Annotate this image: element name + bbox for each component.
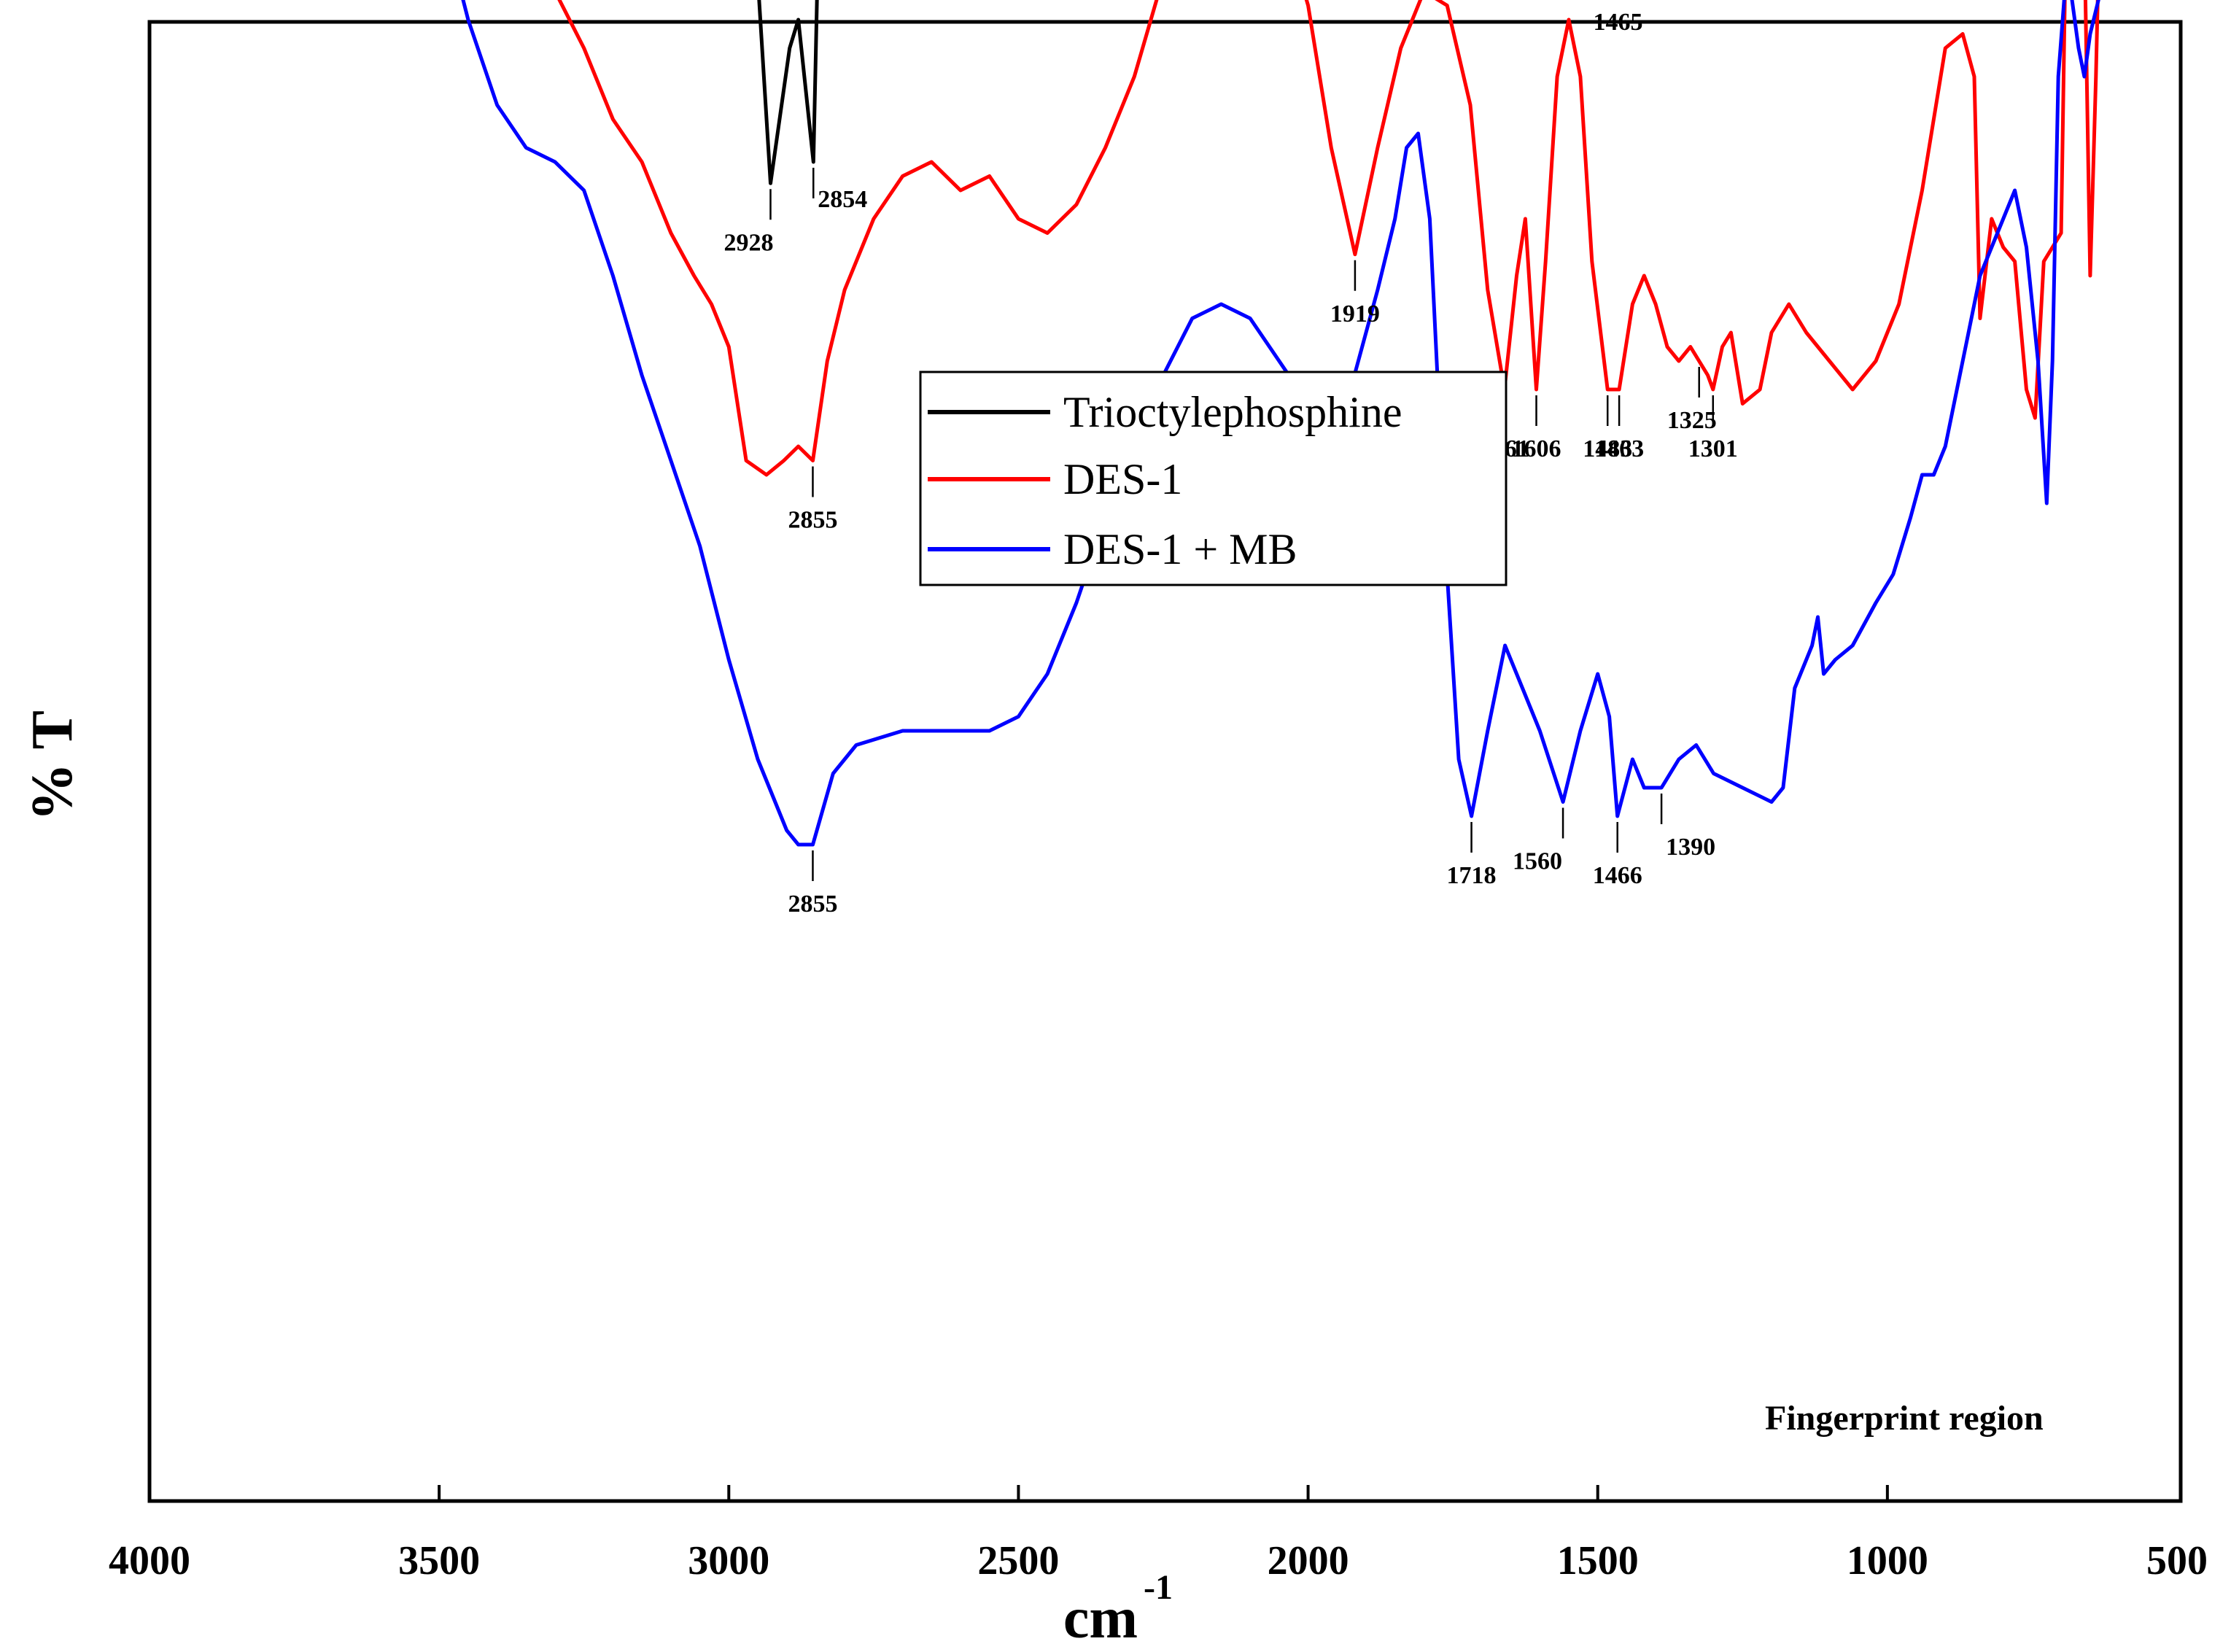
series-line-des-1 xyxy=(557,0,2100,477)
series-layer xyxy=(461,0,2100,847)
x-axis-ticks xyxy=(438,1485,1889,1501)
peak-label-des-1-1483: 1483 xyxy=(1583,435,1632,462)
peak-label-trioctylephosphine-1465: 1465 xyxy=(1594,9,1643,36)
legend-label-des-1: DES-1 xyxy=(1063,455,1182,503)
x-axis-tick-labels: 4000 3500 3000 2500 2000 1500 1000 500 xyxy=(109,1538,2208,1583)
y-axis-title: % T xyxy=(20,710,85,821)
legend-label-trioctylephosphine: Trioctylephosphine xyxy=(1063,388,1402,436)
peak-label-des-1-mb-2855: 2855 xyxy=(788,891,837,918)
series-line-des-1-mb xyxy=(461,0,2100,847)
peak-label-des-1-1606: 1606 xyxy=(1512,435,1561,462)
peak-label-des-1-mb-1560: 1560 xyxy=(1513,848,1562,875)
peak-label-trioctylephosphine-2854: 2854 xyxy=(818,186,867,213)
x-tick-label-3500: 3500 xyxy=(398,1538,480,1583)
legend: Trioctylephosphine DES-1 DES-1 + MB xyxy=(919,371,1508,586)
peak-annotations: 2928285414651414137811882855191916611606… xyxy=(723,9,1738,918)
peak-label-des-1-1919: 1919 xyxy=(1330,300,1380,327)
x-tick-label-3000: 3000 xyxy=(688,1538,769,1583)
peak-label-des-1-1463: 1463 xyxy=(1594,435,1644,462)
peak-label-des-1-mb-1466: 1466 xyxy=(1593,862,1642,889)
x-axis-title-exponent: -1 xyxy=(1144,1568,1173,1607)
peak-label-des-1-2855: 2855 xyxy=(788,507,837,534)
fingerprint-region-label: Fingerprint region xyxy=(1765,1399,2044,1438)
peak-label-des-1-1325: 1325 xyxy=(1667,407,1717,434)
legend-label-des-1-mb: DES-1 + MB xyxy=(1063,525,1297,573)
peak-label-des-1-mb-1390: 1390 xyxy=(1666,834,1715,861)
x-tick-label-4000: 4000 xyxy=(109,1538,190,1583)
x-tick-label-500: 500 xyxy=(2146,1538,2208,1583)
x-tick-label-1500: 1500 xyxy=(1557,1538,1639,1583)
plot-frame xyxy=(147,20,2183,1503)
peak-label-des-1-1301: 1301 xyxy=(1688,435,1738,462)
x-tick-label-2500: 2500 xyxy=(977,1538,1059,1583)
x-tick-label-2000: 2000 xyxy=(1268,1538,1349,1583)
peak-label-des-1-mb-1718: 1718 xyxy=(1447,862,1497,889)
peak-label-trioctylephosphine-2928: 2928 xyxy=(723,229,773,256)
x-axis-title: cm -1 xyxy=(1063,1568,1173,1651)
x-tick-label-1000: 1000 xyxy=(1847,1538,1928,1583)
x-axis-title-unit: cm xyxy=(1063,1586,1138,1651)
